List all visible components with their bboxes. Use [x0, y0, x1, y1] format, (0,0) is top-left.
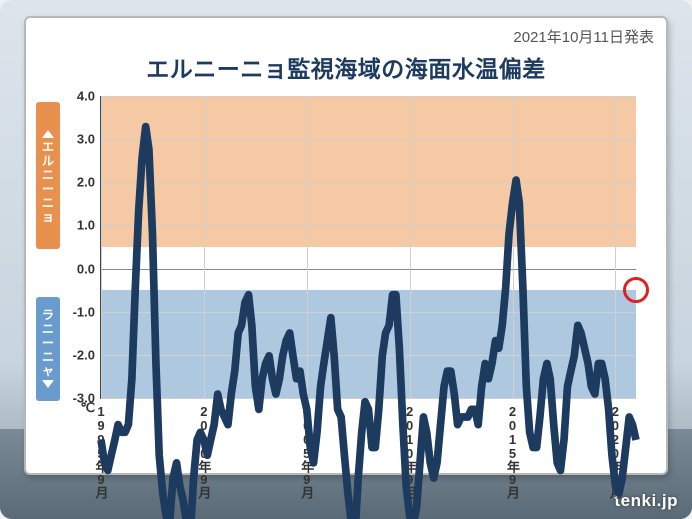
ytick-label: -1.0 — [73, 304, 95, 319]
ytick-label: 4.0 — [77, 89, 95, 104]
ytick-label: 1.0 — [77, 218, 95, 233]
side-labels: エルニーニョラニーニャ — [36, 96, 60, 399]
publish-date: 2021年10月11日発表 — [513, 26, 654, 47]
line-series — [101, 96, 636, 519]
ytick-label: 3.0 — [77, 132, 95, 147]
highlight-circle — [623, 277, 649, 303]
chart-card: tenki.jp 2021年10月11日発表 エルニーニョ監視海域の海面水温偏差… — [0, 0, 692, 519]
chart-panel: 2021年10月11日発表 エルニーニョ監視海域の海面水温偏差 -3.0-2.0… — [24, 16, 668, 475]
elnino-side-label: エルニーニョ — [36, 102, 60, 249]
ytick-label: -2.0 — [73, 347, 95, 362]
ytick-label: 2.0 — [77, 175, 95, 190]
plot-area: -3.0-2.0-1.00.01.02.03.04.0℃1995年9月2000年… — [100, 96, 636, 399]
chart-title: エルニーニョ監視海域の海面水温偏差 — [26, 50, 666, 84]
ytick-label: 0.0 — [77, 261, 95, 276]
lanina-side-label: ラニーニャ — [36, 297, 60, 401]
